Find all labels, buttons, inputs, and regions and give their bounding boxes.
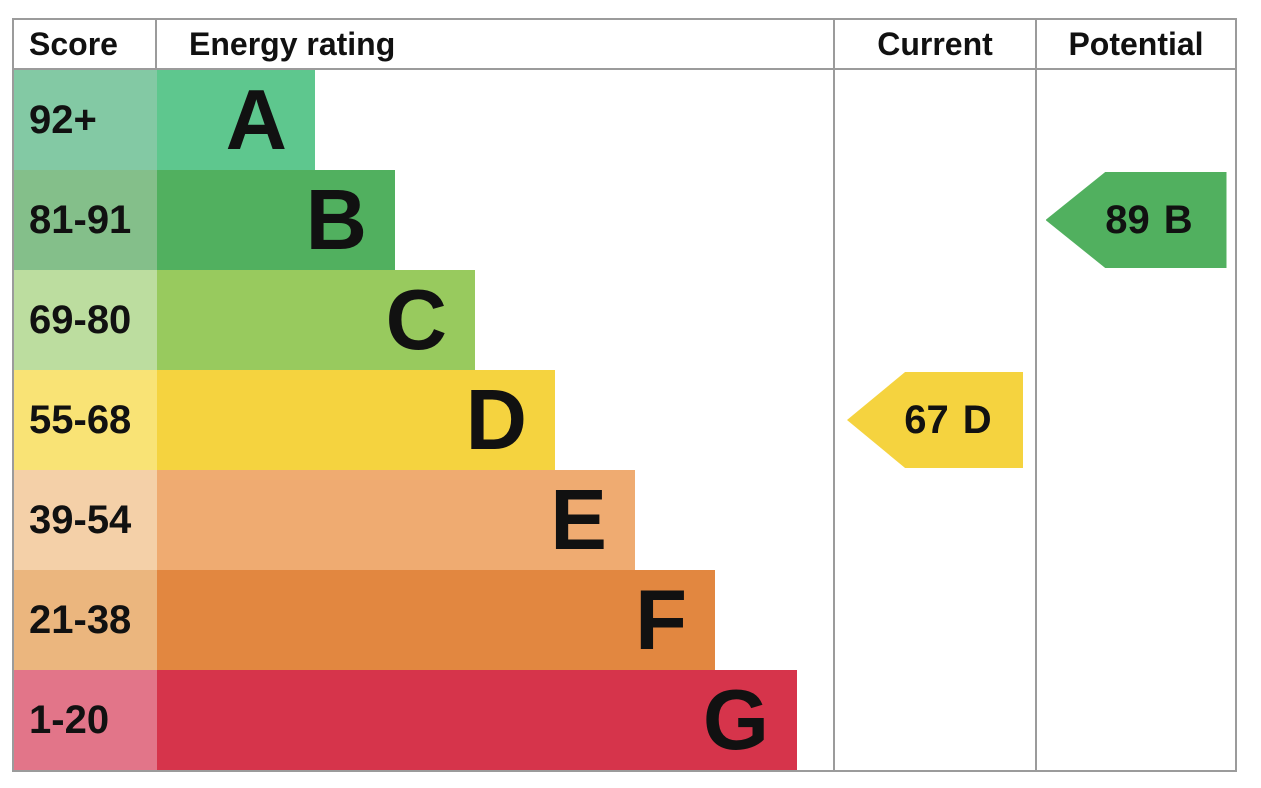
- band-letter-f: F: [635, 572, 687, 668]
- band-letter-d: D: [465, 372, 527, 468]
- band-bar-b: B: [157, 170, 395, 270]
- potential-cell-a: [1037, 70, 1235, 170]
- current-cell-e: [835, 470, 1037, 570]
- potential-cell-c: [1037, 270, 1235, 370]
- potential-cell-d: [1037, 370, 1235, 470]
- potential-cell-g: [1037, 670, 1235, 770]
- current-score: 67: [904, 397, 949, 442]
- current-cell-d: 67 D: [835, 370, 1037, 470]
- potential-rating-arrow: 89 B: [1045, 172, 1227, 268]
- score-range-b: 81-91: [14, 170, 157, 270]
- energy-cell-a: A: [157, 70, 835, 170]
- potential-cell-b: 89 B: [1037, 170, 1235, 270]
- band-letter-c: C: [385, 272, 447, 368]
- score-range-a: 92+: [14, 70, 157, 170]
- band-letter-e: E: [550, 472, 607, 568]
- header-score: Score: [14, 20, 157, 70]
- potential-cell-e: [1037, 470, 1235, 570]
- band-bar-f: F: [157, 570, 715, 670]
- band-bar-e: E: [157, 470, 635, 570]
- current-cell-a: [835, 70, 1037, 170]
- score-range-g: 1-20: [14, 670, 157, 770]
- score-range-e: 39-54: [14, 470, 157, 570]
- band-bar-c: C: [157, 270, 475, 370]
- energy-cell-b: B: [157, 170, 835, 270]
- band-bar-a: A: [157, 70, 315, 170]
- current-cell-c: [835, 270, 1037, 370]
- current-cell-g: [835, 670, 1037, 770]
- band-letter-g: G: [702, 672, 769, 768]
- band-letter-b: B: [305, 172, 367, 268]
- score-range-c: 69-80: [14, 270, 157, 370]
- header-energy-rating: Energy rating: [157, 20, 835, 70]
- band-bar-d: D: [157, 370, 555, 470]
- header-potential: Potential: [1037, 20, 1235, 70]
- potential-score: 89: [1105, 197, 1150, 242]
- potential-letter: B: [1163, 197, 1193, 242]
- current-cell-b: [835, 170, 1037, 270]
- energy-cell-e: E: [157, 470, 835, 570]
- header-current: Current: [835, 20, 1037, 70]
- score-range-d: 55-68: [14, 370, 157, 470]
- score-range-f: 21-38: [14, 570, 157, 670]
- energy-cell-d: D: [157, 370, 835, 470]
- energy-cell-f: F: [157, 570, 835, 670]
- potential-cell-f: [1037, 570, 1235, 670]
- energy-cell-g: G: [157, 670, 835, 770]
- current-letter: D: [962, 397, 992, 442]
- current-rating-arrow: 67 D: [847, 372, 1023, 468]
- current-cell-f: [835, 570, 1037, 670]
- energy-cell-c: C: [157, 270, 835, 370]
- epc-rating-table: Score Energy rating Current Potential 92…: [12, 18, 1237, 772]
- band-letter-a: A: [225, 72, 287, 168]
- band-bar-g: G: [157, 670, 797, 770]
